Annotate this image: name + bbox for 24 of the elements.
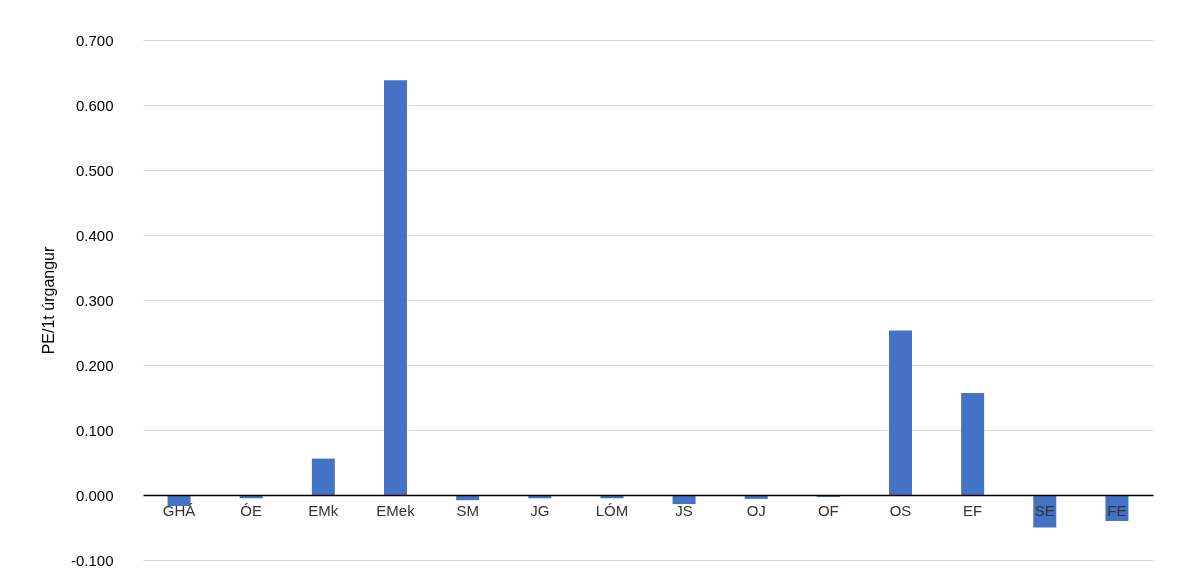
y-tick-label: -0.100	[70, 551, 114, 569]
y-tick-label: 0.700	[75, 31, 114, 49]
x-tick-label: ÓE	[240, 501, 263, 519]
x-tick-label: LÓM	[595, 501, 629, 519]
x-tick-label: SM	[456, 501, 479, 519]
x-tick-label: SE	[1034, 501, 1055, 519]
y-tick-label: 0.400	[75, 226, 114, 244]
y-tick-label: 0.000	[75, 486, 114, 504]
y-axis-title: PE/1t úrgangur	[39, 246, 57, 355]
x-tick-label: OS	[889, 501, 912, 519]
y-tick-label: 0.100	[75, 421, 114, 439]
y-tick-label: 0.500	[75, 161, 114, 179]
x-tick-label: EMek	[376, 501, 416, 519]
x-tick-label: EF	[963, 501, 983, 519]
x-tick-label: OF	[817, 501, 839, 519]
y-tick-label: 0.200	[75, 356, 114, 374]
x-tick-label: JG	[530, 501, 550, 519]
x-tick-label: GHÁ	[162, 501, 196, 519]
x-tick-label: EMk	[308, 501, 339, 519]
y-tick-label: 0.600	[75, 96, 114, 114]
x-tick-label: FE	[1107, 501, 1127, 519]
x-tick-label: OJ	[746, 501, 766, 519]
x-tick-label: JS	[675, 501, 693, 519]
y-tick-label: 0.300	[75, 291, 114, 309]
